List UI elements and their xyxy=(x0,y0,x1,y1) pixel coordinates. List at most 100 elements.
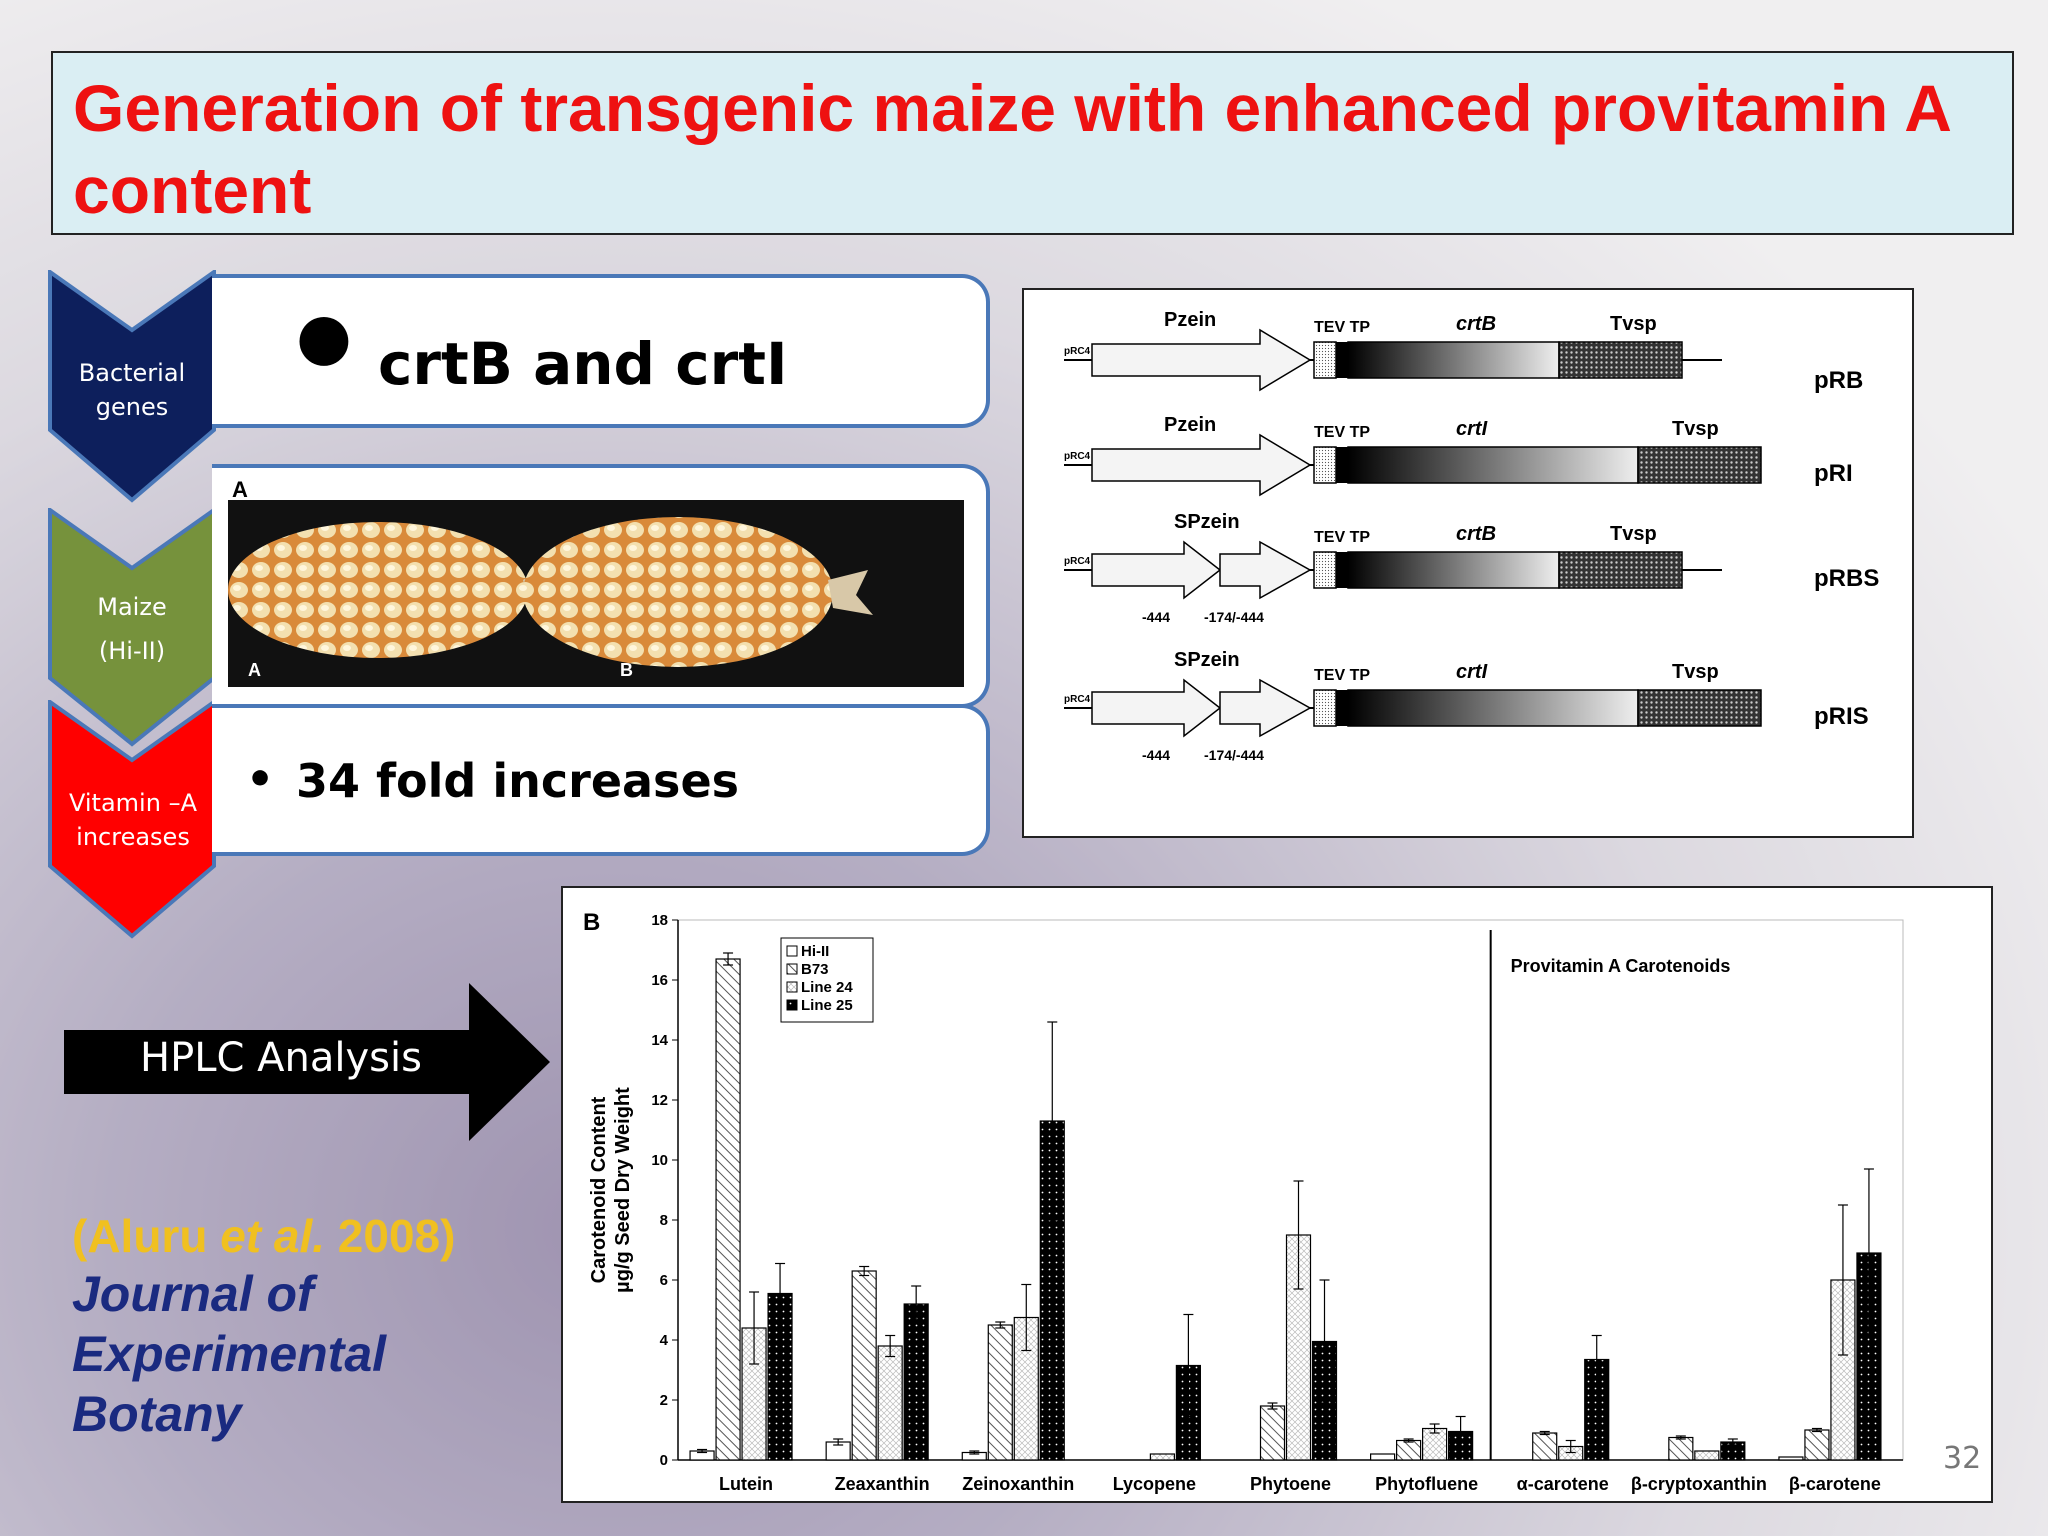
x-tick-label: Lutein xyxy=(719,1474,773,1494)
y-tick-label: 8 xyxy=(660,1212,668,1229)
y-tick-label: 2 xyxy=(660,1392,668,1409)
x-tick-label: Zeinoxanthin xyxy=(962,1474,1074,1494)
hplc-chart: B 0 2 4 6 8 10 12 14 16 18 Carotenoid Content µg/g S… xyxy=(561,886,1993,1503)
coord-label: -174/-444 xyxy=(1204,609,1264,625)
tp-box xyxy=(1336,447,1348,483)
vector-label: pRC4 xyxy=(1064,694,1091,705)
tev-label: TEV TP xyxy=(1314,424,1370,441)
bar-line-25 xyxy=(767,1292,793,1461)
tp-box xyxy=(1336,342,1348,378)
terminator-label: Tvsp xyxy=(1672,661,1719,683)
gene-box xyxy=(1347,551,1560,589)
y-tick-label: 16 xyxy=(651,972,668,989)
construct-name: pRI xyxy=(1814,460,1853,487)
gene-box xyxy=(1347,341,1560,379)
journal-line-2: Experimental xyxy=(72,1326,387,1382)
gene-label: crtI xyxy=(1456,418,1488,440)
terminator-box xyxy=(1637,689,1762,727)
tev-box xyxy=(1313,551,1337,589)
promoter-arrow xyxy=(1091,328,1312,392)
promoter-label: SPzein xyxy=(1174,649,1240,671)
construct-name: pRIS xyxy=(1814,703,1869,730)
coord-label: -444 xyxy=(1142,609,1170,625)
bar-line-24 xyxy=(877,1345,903,1461)
construct-name: pRB xyxy=(1814,367,1863,394)
y-axis-label-1: Carotenoid Content xyxy=(588,1096,610,1283)
y-tick-label: 18 xyxy=(651,912,668,929)
terminator-box xyxy=(1558,341,1683,379)
bar-b73 xyxy=(1532,1432,1558,1461)
x-tick-label: α-carotene xyxy=(1517,1474,1609,1494)
bar-b73 xyxy=(715,958,741,1461)
x-tick-label: Zeaxanthin xyxy=(835,1474,930,1494)
bar-line-25 xyxy=(1584,1358,1610,1461)
bullet-icon: ● xyxy=(296,300,352,374)
journal-line-3: Botany xyxy=(72,1386,242,1442)
bar-hi-ii xyxy=(1778,1456,1804,1461)
chevron-bacterial-genes xyxy=(48,270,216,503)
legend-label: B73 xyxy=(801,961,829,978)
corn-ear-b xyxy=(523,517,833,667)
tev-label: TEV TP xyxy=(1314,667,1370,684)
terminator-label: Tvsp xyxy=(1672,418,1719,440)
hplc-label: HPLC Analysis xyxy=(140,1035,422,1081)
y-tick-label: 14 xyxy=(651,1032,668,1049)
corn-photo: A B xyxy=(228,500,964,687)
gene-box xyxy=(1347,689,1639,727)
tev-label: TEV TP xyxy=(1314,529,1370,546)
legend-label: Line 24 xyxy=(801,979,853,996)
chevron-label-bacterial: Bacterial genes xyxy=(78,359,186,421)
corn-ear-a xyxy=(228,522,528,658)
content-box-genes: ● crtB and crtI xyxy=(212,274,990,428)
vector-label: pRC4 xyxy=(1064,556,1091,567)
hplc-arrow: HPLC Analysis xyxy=(64,983,554,1146)
tev-label: TEV TP xyxy=(1314,319,1370,336)
gene-box xyxy=(1347,446,1639,484)
chevron-label-vitamin: Vitamin –A increases xyxy=(69,789,197,851)
bar-line-24 xyxy=(1422,1427,1448,1461)
y-tick-label: 10 xyxy=(651,1152,668,1169)
gene-label: crtI xyxy=(1456,661,1488,683)
construct-pRB: pRC4 Pzein TEV TP crtB Tvsp pRB xyxy=(1064,309,1863,394)
legend-swatch xyxy=(786,963,798,975)
citation-year: 2008) xyxy=(325,1210,456,1262)
y-tick-label: 12 xyxy=(651,1092,668,1109)
ear-label-b: B xyxy=(620,660,633,680)
construct-pRIS: pRC4 SPzein -444 -174/-444 TEV TP crtI Tvsp pRI… xyxy=(1064,649,1869,763)
ear-label-a: A xyxy=(248,660,261,680)
journal-line-1: Journal of xyxy=(72,1266,314,1322)
tev-box xyxy=(1313,446,1337,484)
provitamin-annotation: Provitamin A Carotenoids xyxy=(1511,956,1731,976)
promoter-label: Pzein xyxy=(1164,414,1216,436)
bar-hi-ii xyxy=(1370,1453,1396,1461)
citation-etal: et al. xyxy=(220,1210,326,1262)
y-tick-label: 0 xyxy=(660,1452,668,1469)
chevron-vitamin-a xyxy=(48,700,216,939)
terminator-box xyxy=(1637,446,1762,484)
x-tick-label: β-cryptoxanthin xyxy=(1631,1474,1767,1494)
corn-photo-panel: A A B xyxy=(228,477,968,689)
legend-label: Line 25 xyxy=(801,997,853,1014)
x-tick-label: Phytoene xyxy=(1250,1474,1331,1494)
vector-label: pRC4 xyxy=(1064,346,1091,357)
y-tick-label: 6 xyxy=(660,1272,668,1289)
legend-swatch xyxy=(786,981,798,993)
title-box: Generation of transgenic maize with enha… xyxy=(51,51,2014,235)
terminator-label: Tvsp xyxy=(1610,523,1657,545)
chevron-label-maize-1: Maize xyxy=(97,593,167,621)
construct-figure: pRC4 Pzein TEV TP crtB Tvsp pRB pRC4 Pzein TEV T… xyxy=(1022,288,1914,838)
genes-text: crtB and crtI xyxy=(378,330,788,398)
construct-pRBS: pRC4 SPzein -444 -174/-444 TEV TP crtB Tvsp pRB… xyxy=(1064,511,1879,625)
photo-panel-label: A xyxy=(232,477,248,502)
bar-line-24 xyxy=(1149,1453,1175,1461)
increase-text: 34 fold increases xyxy=(296,754,740,808)
y-tick-label: 4 xyxy=(660,1332,669,1349)
bar-b73 xyxy=(1804,1429,1830,1461)
promoter-arrow-2 xyxy=(1219,678,1312,738)
bar-line-25 xyxy=(903,1303,929,1461)
terminator-label: Tvsp xyxy=(1610,313,1657,335)
gene-label: crtB xyxy=(1456,523,1496,545)
tev-box xyxy=(1313,341,1337,379)
x-tick-label: β-carotene xyxy=(1789,1474,1881,1494)
